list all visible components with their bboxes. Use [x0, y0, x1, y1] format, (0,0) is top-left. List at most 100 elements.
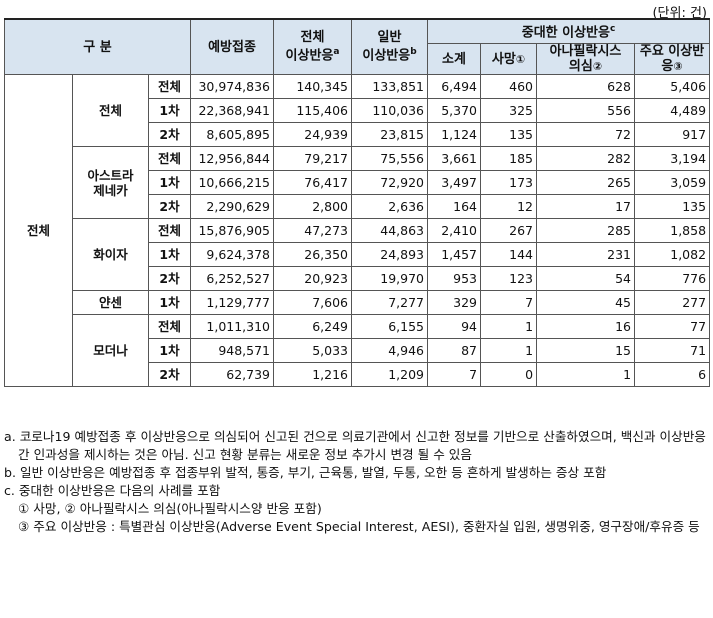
value-cell: 22,368,941 — [190, 98, 275, 123]
value-cell: 44,863 — [351, 218, 429, 243]
dose-label: 1차 — [147, 242, 192, 267]
value-cell: 460 — [480, 74, 538, 99]
vaccine-label: 모더나 — [72, 314, 149, 387]
table-row: 얀센 1차 1,129,777 7,606 7,277 329 7 45 277 — [5, 290, 711, 315]
value-cell: 20,923 — [273, 266, 353, 291]
value-cell: 24,939 — [273, 122, 353, 147]
table-row: 2차 62,739 1,216 1,209 7 0 1 6 — [5, 362, 711, 387]
value-cell: 9,624,378 — [190, 242, 275, 267]
value-cell: 115,406 — [273, 98, 353, 123]
value-cell: 2,636 — [351, 194, 429, 219]
value-cell: 26,350 — [273, 242, 353, 267]
dose-label: 1차 — [147, 290, 192, 315]
value-cell: 1,011,310 — [190, 314, 275, 339]
footnote-c2: ③ 주요 이상반응 : 특별관심 이상반응(Adverse Event Spec… — [18, 519, 700, 534]
value-cell: 47,273 — [273, 218, 353, 243]
value-cell: 135 — [634, 194, 711, 219]
table-row: 2차 2,290,629 2,800 2,636 164 12 17 135 — [5, 194, 711, 219]
dose-label: 전체 — [147, 146, 192, 171]
value-cell: 6,494 — [427, 74, 482, 99]
value-cell: 94 — [427, 314, 482, 339]
value-cell: 267 — [480, 218, 538, 243]
value-cell: 164 — [427, 194, 482, 219]
value-cell: 277 — [634, 290, 711, 315]
footnote-c: c. 중대한 이상반응은 다음의 사례를 포함 — [4, 483, 221, 498]
dose-label: 2차 — [147, 362, 192, 387]
table-row: 전체 전체 전체 30,974,836 140,345 133,851 6,494 460 62… — [4, 74, 711, 387]
table-row: 1차 22,368,941 115,406 110,036 5,370 325 556 4,4… — [5, 98, 711, 123]
overall-label: 전체 — [4, 74, 73, 387]
value-cell: 4,946 — [351, 338, 429, 363]
value-cell: 6,249 — [273, 314, 353, 339]
value-cell: 1 — [480, 338, 538, 363]
value-cell: 71 — [634, 338, 711, 363]
table-row: 1차 10,666,215 76,417 72,920 3,497 173 265 3,059 — [5, 170, 711, 195]
value-cell: 12,956,844 — [190, 146, 275, 171]
header-serious-ae: 중대한 이상반응c — [427, 18, 711, 44]
value-cell: 140,345 — [273, 74, 353, 99]
value-cell: 12 — [480, 194, 538, 219]
value-cell: 7 — [480, 290, 538, 315]
value-cell: 3,059 — [634, 170, 711, 195]
header-general-ae: 일반 이상반응b — [351, 18, 429, 75]
value-cell: 76,417 — [273, 170, 353, 195]
value-cell: 30,974,836 — [190, 74, 275, 99]
value-cell: 77 — [634, 314, 711, 339]
header-anaphylaxis: 아나필락시스 의심② — [536, 43, 636, 75]
value-cell: 144 — [480, 242, 538, 267]
value-cell: 325 — [480, 98, 538, 123]
value-cell: 265 — [536, 170, 636, 195]
value-cell: 123 — [480, 266, 538, 291]
table-row: 2차 6,252,527 20,923 19,970 953 123 54 776 — [5, 266, 711, 291]
value-cell: 231 — [536, 242, 636, 267]
value-cell: 1 — [480, 314, 538, 339]
footnote-c1: ① 사망, ② 아나필락시스 의심(아나필락시스양 반응 포함) — [18, 501, 322, 516]
value-cell: 135 — [480, 122, 538, 147]
value-cell: 15,876,905 — [190, 218, 275, 243]
header-total-ae: 전체 이상반응a — [273, 18, 353, 75]
value-cell: 7 — [427, 362, 482, 387]
value-cell: 6,155 — [351, 314, 429, 339]
value-cell: 628 — [536, 74, 636, 99]
table-row: 1차 948,571 5,033 4,946 87 1 15 71 — [5, 338, 711, 363]
vaccine-label: 얀센 — [72, 290, 149, 315]
value-cell: 776 — [634, 266, 711, 291]
value-cell: 24,893 — [351, 242, 429, 267]
header-major-ae: 주요 이상반 응③ — [634, 43, 711, 75]
value-cell: 1,124 — [427, 122, 482, 147]
value-cell: 75,556 — [351, 146, 429, 171]
value-cell: 1,082 — [634, 242, 711, 267]
dose-label: 2차 — [147, 194, 192, 219]
table-row: 아스트라 제네카 전체 12,956,844 79,217 75,556 3,661 185 2… — [5, 146, 711, 219]
adverse-event-table: 구 분 예방접종 전체 이상반응a 일반 이상반응b 중대한 이상반응c 소계 … — [3, 18, 711, 387]
table-body: 전체 전체 전체 30,974,836 140,345 133,851 6,494 460 62… — [4, 74, 711, 387]
value-cell: 19,970 — [351, 266, 429, 291]
value-cell: 5,370 — [427, 98, 482, 123]
value-cell: 3,661 — [427, 146, 482, 171]
value-cell: 45 — [536, 290, 636, 315]
value-cell: 285 — [536, 218, 636, 243]
value-cell: 7,277 — [351, 290, 429, 315]
value-cell: 6 — [634, 362, 711, 387]
value-cell: 79,217 — [273, 146, 353, 171]
value-cell: 948,571 — [190, 338, 275, 363]
value-cell: 72,920 — [351, 170, 429, 195]
value-cell: 1,209 — [351, 362, 429, 387]
value-cell: 10,666,215 — [190, 170, 275, 195]
value-cell: 5,033 — [273, 338, 353, 363]
dose-label: 전체 — [147, 218, 192, 243]
dose-label: 2차 — [147, 122, 192, 147]
value-cell: 953 — [427, 266, 482, 291]
value-cell: 87 — [427, 338, 482, 363]
value-cell: 6,252,527 — [190, 266, 275, 291]
value-cell: 2,290,629 — [190, 194, 275, 219]
value-cell: 54 — [536, 266, 636, 291]
value-cell: 0 — [480, 362, 538, 387]
header-subtotal: 소계 — [427, 43, 482, 75]
dose-label: 1차 — [147, 170, 192, 195]
value-cell: 8,605,895 — [190, 122, 275, 147]
header-group: 구 분 — [3, 18, 192, 75]
value-cell: 1 — [536, 362, 636, 387]
value-cell: 5,406 — [634, 74, 711, 99]
value-cell: 329 — [427, 290, 482, 315]
